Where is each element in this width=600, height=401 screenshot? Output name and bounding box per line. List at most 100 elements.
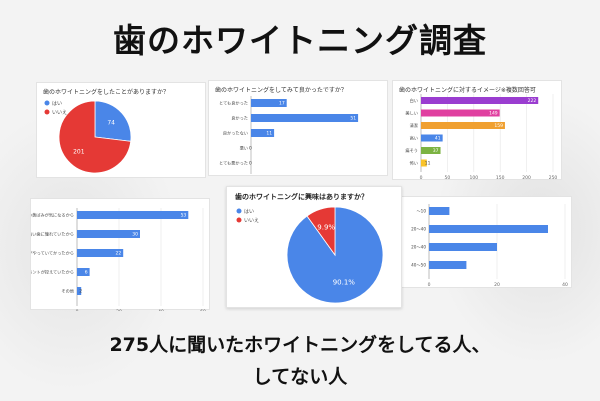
legend-dot [236, 217, 242, 223]
bar [251, 114, 359, 122]
category-label: 高い [410, 135, 418, 142]
slice-label: 74 [107, 120, 115, 127]
x-tick-label: 200 [522, 175, 531, 181]
bar-value-label: 22 [115, 251, 121, 257]
bar-value-label: 0 [249, 161, 252, 167]
chart-panel-reasons-bar: 0 20 40 60 歯の黄ばみが気になるから 53 白い歯に憧れていたから 30 家族や友達が… [0, 198, 210, 315]
x-tick-label: 40 [562, 282, 568, 288]
category-label: 良かったない [223, 130, 248, 137]
pie-slice-1 [306, 206, 336, 257]
chart-panel-experience-pie: 歯のホワイトニングをしたことがありますか？ 74 201 はいいいえ [36, 82, 206, 178]
bar [429, 207, 450, 215]
bar [421, 97, 539, 104]
x-tick-label: 0 [428, 282, 431, 288]
caption-line-2: してない人 [252, 366, 348, 388]
category-label: 20～40 [411, 227, 426, 232]
x-tick-label: 60 [200, 309, 206, 311]
category-label: 白い歯に憧れていたから [31, 231, 74, 238]
bar [77, 287, 82, 295]
bar-value-label: 17 [279, 101, 285, 107]
pie-slice-0 [94, 100, 132, 142]
bar-value-label: 149 [489, 111, 498, 117]
chart-panel-satisfaction-bar: 歯のホワイトニングをしてみて良かったですか？ とても良かった 17 良かった 51 良か… [208, 80, 388, 176]
bar [421, 122, 505, 129]
pie-slice-1 [58, 100, 132, 174]
legend-label: いいえ [244, 218, 259, 224]
chart-title: 歯のホワイトニングに対するイメージ※複数回答可 [399, 87, 536, 94]
slice-label: 9.9% [317, 224, 335, 232]
bar-value-label: 159 [494, 123, 503, 129]
bar-value-label: 53 [181, 213, 187, 219]
chart-title: 歯のホワイトニングをしたことがありますか？ [43, 89, 170, 96]
category-label: 歯の黄ばみが気になるから [31, 212, 74, 219]
bar-value-label: 222 [528, 98, 537, 104]
bar [421, 109, 500, 117]
x-tick-label: 20 [116, 309, 122, 311]
category-label: 結婚式や大事なイベントが控えていたから [31, 269, 74, 276]
chart-panel-interest-pie: 歯のホワイトニングに興味はありますか？ 90.1% 9.9% はいいいえ [226, 186, 402, 308]
legend-dot [236, 208, 242, 214]
bar-value-label: 2 [79, 289, 82, 295]
category-label: 良かった [231, 115, 248, 122]
category-label: 家族や友達がやっていてかったから [31, 250, 74, 257]
chart-panel-age-bar: 0 20 40 ～10 20～40 20～40 40～50 [400, 196, 572, 288]
chart-title: 歯のホワイトニングに興味はありますか？ [235, 193, 368, 201]
bar-value-label: 6 [85, 270, 88, 276]
bar [429, 243, 497, 251]
legend-dot [44, 100, 50, 106]
category-label: 清潔 [410, 122, 418, 129]
x-tick-label: 0 [420, 175, 423, 181]
bar [421, 159, 427, 167]
bar-value-label: 11 [266, 131, 272, 137]
x-tick-label: 100 [470, 175, 479, 181]
category-label: 怖い [410, 160, 418, 167]
bar-chart-age: 0 20 40 ～10 20～40 20～40 40～50 [411, 204, 568, 288]
x-tick-label: 40 [158, 309, 164, 311]
bar [77, 249, 124, 257]
category-label: その他 [61, 288, 74, 295]
bar [429, 261, 467, 269]
x-tick-label: 150 [496, 175, 505, 181]
bar-value-label: 30 [132, 232, 138, 238]
bar [251, 99, 287, 107]
legend-label: はい [244, 209, 254, 215]
bar-value-label: 51 [350, 116, 356, 122]
legend-dot [44, 109, 50, 115]
category-label: とても悪かった [219, 160, 248, 167]
slice-label: 201 [73, 148, 85, 155]
bar [421, 147, 441, 154]
slice-label: 90.1% [333, 278, 356, 286]
caption-line-1: 275人に聞いたホワイトニングをしてる人、 [109, 334, 491, 356]
chart-panel-image-bar: 歯のホワイトニングに対するイメージ※複数回答可 0 50 100 150 200 250 白… [392, 80, 562, 181]
category-label: 40～50 [411, 263, 426, 268]
category-label: とても良かった [219, 100, 248, 107]
chart-title: 歯のホワイトニングをしてみて良かったですか？ [215, 87, 347, 94]
bar [429, 225, 548, 233]
page-title: 歯のホワイトニング調査 [113, 21, 487, 60]
bar-value-label: 37 [433, 148, 439, 154]
bar-chart-image: 0 50 100 150 200 250 白い 222 美しい 149 清潔 159 高い 41 痛そう 37… [405, 94, 558, 181]
bar-value-label: 41 [435, 136, 441, 142]
bar-value-label: 11 [425, 161, 431, 167]
x-tick-label: 20 [494, 282, 500, 288]
bar-chart-reasons: 0 20 40 60 歯の黄ばみが気になるから 53 白い歯に憧れていたから 30 家族や友達が… [0, 208, 206, 315]
bar-value-label: 0 [249, 146, 252, 152]
bar [77, 211, 189, 219]
category-label: 20～40 [411, 245, 426, 250]
category-label: 悪い [240, 146, 248, 151]
x-tick-label: 50 [445, 175, 451, 181]
legend-label: いいえ [52, 110, 67, 116]
category-label: 痛そう [405, 147, 418, 154]
bar [77, 268, 90, 276]
category-label: ～10 [416, 209, 426, 214]
legend-label: はい [52, 101, 62, 107]
category-label: 白い [410, 97, 418, 104]
x-tick-label: 0 [76, 309, 79, 311]
category-label: 美しい [405, 110, 418, 117]
x-tick-label: 250 [549, 175, 558, 181]
bar [251, 129, 275, 137]
bar [77, 230, 140, 238]
